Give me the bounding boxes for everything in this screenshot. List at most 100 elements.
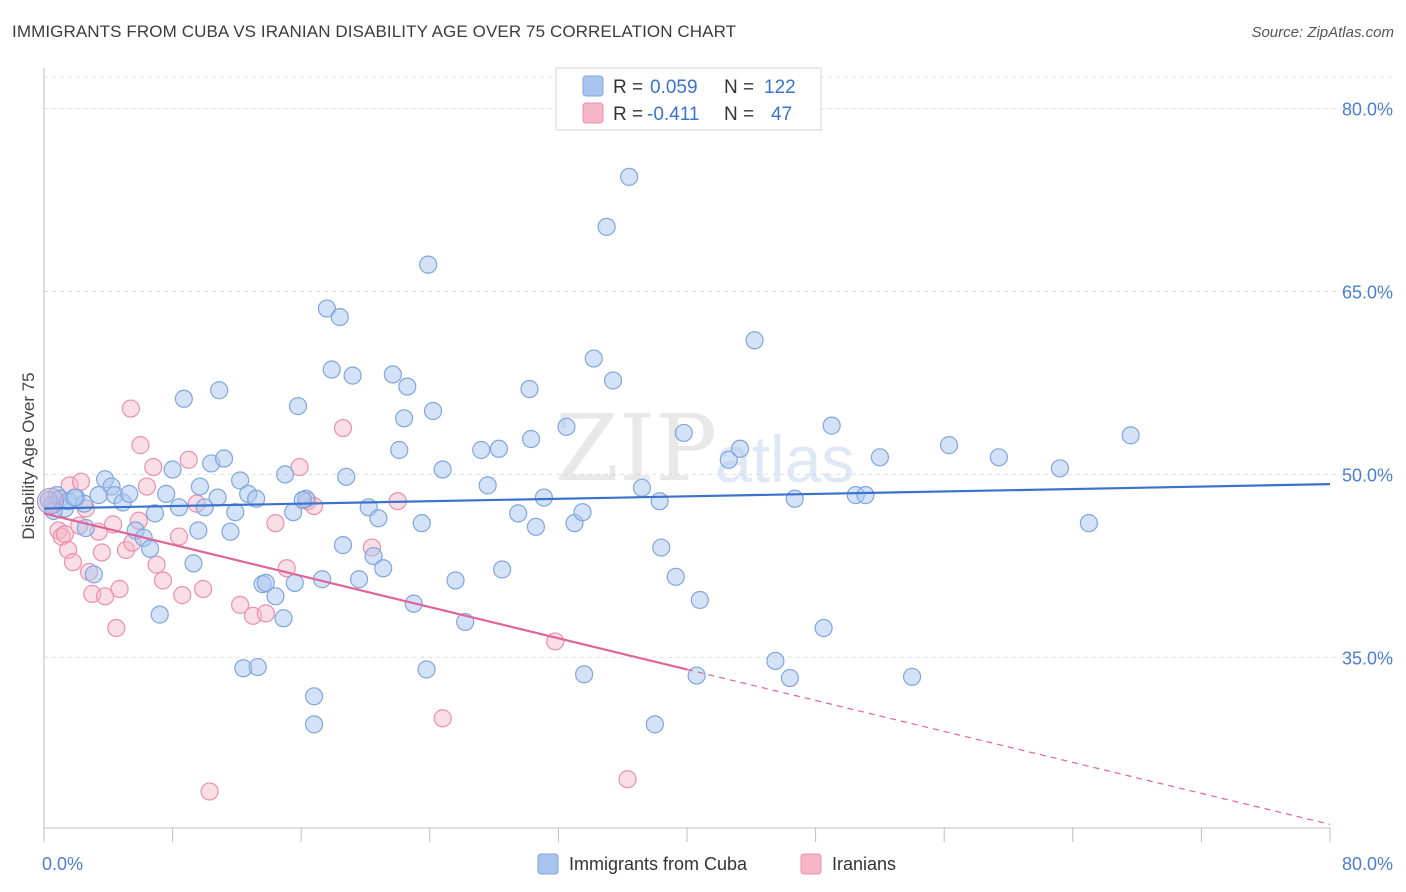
cuba-point (248, 657, 267, 677)
cuba-point (690, 590, 709, 610)
cuba-point (780, 668, 799, 688)
cuba-point (766, 651, 785, 671)
iranians-point (95, 587, 115, 606)
iranians-point (153, 571, 173, 590)
cuba-point (256, 573, 275, 593)
cuba-point (745, 331, 764, 350)
cuba-point (939, 436, 959, 455)
cuba-point (337, 467, 356, 486)
cuba-point (84, 565, 103, 584)
bottom-legend-label-iran: Iranians (832, 854, 896, 874)
cuba-point (573, 503, 592, 522)
cuba-point (231, 471, 250, 490)
cuba-point (730, 439, 750, 458)
iranians-point (256, 604, 275, 623)
cuba-point-cluster (36, 487, 64, 515)
cuba-point (419, 255, 438, 274)
cuba-point (412, 514, 431, 533)
cuba-point (509, 504, 528, 523)
series-legend: Immigrants from Cuba Iranians (537, 853, 896, 875)
iranians-trend-extension (686, 668, 1331, 825)
iranians-point (121, 399, 140, 418)
cuba-point (140, 539, 160, 558)
cuba-point (423, 401, 443, 421)
cuba-point (785, 489, 804, 508)
cuba-point (575, 665, 594, 684)
iranians-point (107, 618, 126, 638)
cuba-trend-line (43, 483, 1331, 510)
cuba-point (902, 667, 922, 686)
cuba-point (526, 517, 545, 536)
iranians-point (290, 457, 309, 477)
cuba-point (666, 567, 685, 586)
cuba-point (557, 417, 576, 436)
iranians-point (147, 555, 166, 574)
cuba-point (632, 478, 652, 497)
cuba-point (856, 486, 875, 505)
cuba-point (364, 546, 383, 566)
cuba-point (189, 521, 208, 540)
cuba-point (349, 570, 369, 589)
cuba-point (374, 559, 393, 578)
cuba-point (584, 349, 603, 368)
legend-r-value-iran: -0.411 (647, 104, 699, 125)
axes (43, 68, 1331, 842)
cuba-point (603, 371, 623, 390)
iranians-point (110, 579, 129, 599)
x-tick-label: 80.0% (1342, 854, 1393, 874)
legend-n-label-cuba: N = (724, 77, 754, 98)
cuba-point (383, 365, 402, 384)
cuba-point (317, 299, 337, 318)
cuba-point (322, 360, 341, 379)
iranians-point (144, 457, 163, 477)
iranians-point (63, 553, 83, 572)
iranians-point (71, 472, 91, 491)
cuba-point (1050, 459, 1070, 478)
cuba-point (822, 416, 841, 435)
cuba-point (652, 538, 671, 557)
cuba-point (390, 440, 409, 460)
legend-n-label-iran: N = (724, 104, 754, 125)
cuba-point (650, 492, 669, 511)
tick-labels: 35.0% 50.0% 65.0% 80.0% 0.0% 80.0% (42, 100, 1393, 874)
iranians-trend-line (43, 512, 688, 671)
cuba-point (190, 477, 210, 496)
legend-r-label-iran: R = (613, 104, 643, 125)
cuba-point (814, 618, 833, 638)
cuba-point (120, 484, 139, 503)
bottom-legend-swatch-cuba (537, 853, 559, 875)
cuba-point (433, 460, 452, 479)
cuba-point (89, 486, 108, 505)
y-tick-label: 80.0% (1342, 100, 1393, 120)
cuba-point (210, 381, 229, 400)
y-tick-label: 35.0% (1342, 648, 1393, 668)
iranians-point (173, 586, 192, 605)
iranians-point (200, 782, 219, 801)
legend-n-value-cuba: 122 (764, 77, 796, 98)
trend-lines (43, 483, 1331, 825)
iranians-point (194, 579, 213, 599)
cuba-point (247, 489, 266, 508)
cuba-point (674, 423, 693, 443)
cuba-point (293, 490, 312, 510)
x-tick-label: 0.0% (42, 854, 83, 874)
bottom-legend-swatch-iran (800, 853, 822, 875)
cuba-point (398, 377, 417, 396)
cuba-point (620, 167, 639, 186)
iranians-points (42, 399, 637, 801)
y-tick-label: 50.0% (1342, 465, 1393, 485)
cuba-point (285, 573, 304, 593)
legend-swatch-cuba (582, 75, 604, 97)
cuba-point (333, 536, 353, 555)
cuba-point (489, 439, 509, 458)
legend-n-value-iran: 47 (771, 104, 792, 125)
cuba-point (208, 488, 227, 507)
grid (44, 76, 1394, 658)
cuba-point (65, 488, 84, 507)
cuba-point (169, 498, 189, 517)
y-axis-label: Disability Age Over 75 (19, 372, 38, 539)
cuba-point (369, 509, 388, 528)
cuba-point (645, 715, 664, 734)
cuba-point (330, 307, 349, 327)
cuba-point (989, 448, 1008, 467)
